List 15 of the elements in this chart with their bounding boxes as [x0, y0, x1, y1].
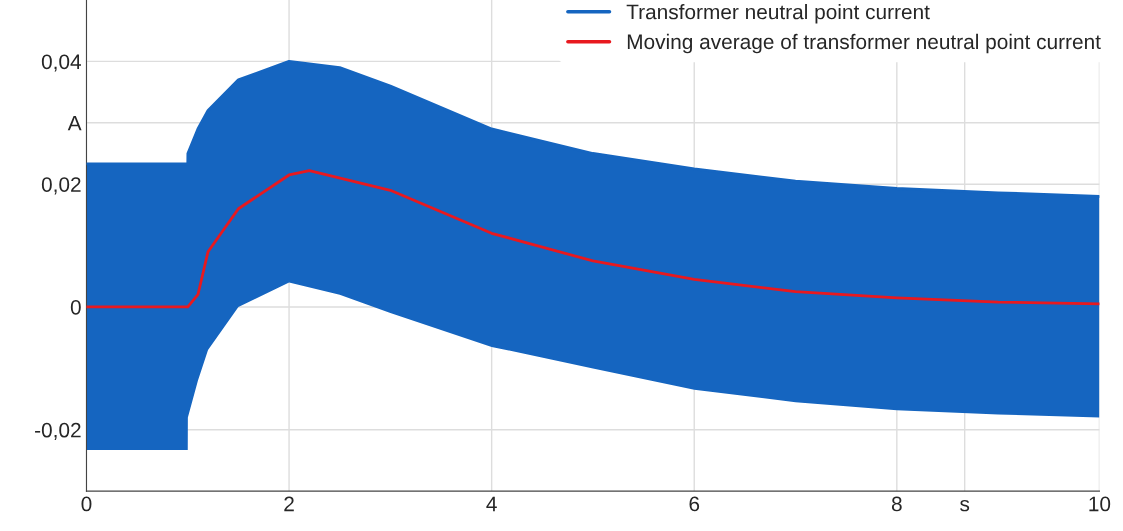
legend-label: Transformer neutral point current	[626, 4, 930, 24]
x-tick-label: 0	[81, 496, 92, 512]
x-tick-label: 10	[1089, 496, 1111, 512]
y-tick-label: A	[67, 116, 82, 131]
x-tick-label: 8	[891, 496, 902, 512]
y-tick-label: 0,02	[41, 177, 81, 195]
x-tick-label: 4	[486, 496, 497, 512]
y-tick-label: 0	[70, 299, 81, 315]
x-tick-label: s	[960, 499, 970, 512]
y-tick-label: -0,02	[35, 422, 81, 440]
legend-label: Moving average of transformer neutral point current	[627, 33, 1101, 54]
y-tick-label: 0,04	[41, 54, 81, 72]
x-tick-label: 2	[284, 496, 294, 512]
line-series	[86, 169, 1100, 309]
x-tick-label: 6	[689, 496, 700, 512]
